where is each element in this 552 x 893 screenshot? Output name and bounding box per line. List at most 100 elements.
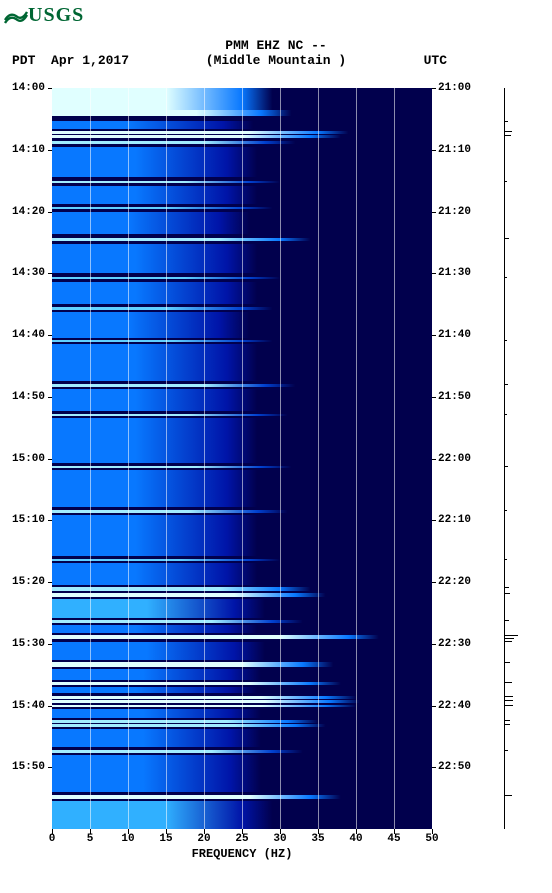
usgs-text: USGS xyxy=(28,4,84,27)
y-tick-mark-left xyxy=(48,397,52,398)
amp-event xyxy=(504,750,508,751)
y-tick-label-right: 22:10 xyxy=(438,514,471,526)
y-tick-label-right: 22:30 xyxy=(438,638,471,650)
y-tick-mark-right xyxy=(432,397,436,398)
x-tick-label: 25 xyxy=(235,833,248,845)
amp-event xyxy=(504,121,508,122)
amp-event xyxy=(504,238,509,239)
y-tick-label-left: 14:10 xyxy=(12,144,45,156)
amp-event xyxy=(504,696,513,697)
x-tick-label: 30 xyxy=(273,833,286,845)
y-tick-mark-left xyxy=(48,335,52,336)
usgs-logo: USGS xyxy=(4,4,84,27)
y-tick-mark-left xyxy=(48,767,52,768)
amp-event xyxy=(504,340,507,341)
amp-event xyxy=(504,181,507,182)
x-tick-label: 40 xyxy=(349,833,362,845)
y-tick-mark-right xyxy=(432,706,436,707)
amp-axis xyxy=(504,88,505,829)
amp-event xyxy=(504,638,514,639)
amp-event xyxy=(504,662,510,663)
y-tick-label-left: 15:40 xyxy=(12,700,45,712)
y-tick-label-right: 21:20 xyxy=(438,206,471,218)
y-tick-label-left: 15:10 xyxy=(12,514,45,526)
amp-event xyxy=(504,720,510,721)
y-tick-mark-left xyxy=(48,212,52,213)
y-tick-label-left: 14:20 xyxy=(12,206,45,218)
amp-event xyxy=(504,641,512,642)
y-tick-mark-left xyxy=(48,706,52,707)
y-tick-mark-left xyxy=(48,520,52,521)
y-tick-mark-right xyxy=(432,582,436,583)
amp-event xyxy=(504,466,508,467)
spectrogram-plot xyxy=(52,88,432,829)
y-tick-label-right: 21:00 xyxy=(438,82,471,94)
x-tick-label: 45 xyxy=(387,833,400,845)
date: Apr 1,2017 xyxy=(51,53,129,68)
amp-event xyxy=(504,635,518,636)
y-tick-label-left: 14:40 xyxy=(12,329,45,341)
tz-right: UTC xyxy=(424,53,447,68)
amp-event xyxy=(504,724,510,725)
gridline xyxy=(242,88,243,829)
y-tick-label-right: 22:40 xyxy=(438,700,471,712)
y-tick-label-right: 21:10 xyxy=(438,144,471,156)
x-tick-label: 5 xyxy=(87,833,94,845)
amp-event xyxy=(504,795,512,796)
gridline xyxy=(394,88,395,829)
y-tick-mark-right xyxy=(432,212,436,213)
y-tick-mark-left xyxy=(48,150,52,151)
y-tick-mark-left xyxy=(48,88,52,89)
gridline xyxy=(280,88,281,829)
y-tick-label-left: 15:50 xyxy=(12,761,45,773)
y-tick-label-left: 15:20 xyxy=(12,576,45,588)
x-tick-label: 50 xyxy=(425,833,438,845)
y-tick-mark-left xyxy=(48,273,52,274)
y-tick-label-left: 14:30 xyxy=(12,267,45,279)
amplitude-sidebar xyxy=(504,88,534,829)
x-axis-label: FREQUENCY (HZ) xyxy=(52,847,432,861)
y-tick-label-right: 22:50 xyxy=(438,761,471,773)
gridline xyxy=(128,88,129,829)
amp-event xyxy=(504,700,513,701)
y-tick-label-right: 21:40 xyxy=(438,329,471,341)
y-tick-mark-right xyxy=(432,88,436,89)
x-tick-label: 15 xyxy=(159,833,172,845)
y-tick-label-left: 14:00 xyxy=(12,82,45,94)
amp-event xyxy=(504,135,511,136)
y-tick-label-right: 22:20 xyxy=(438,576,471,588)
y-tick-mark-right xyxy=(432,459,436,460)
amp-event xyxy=(504,384,508,385)
tz-left: PDT xyxy=(12,53,35,68)
amp-event xyxy=(504,277,507,278)
x-tick-label: 0 xyxy=(49,833,56,845)
x-tick-label: 35 xyxy=(311,833,324,845)
amp-event xyxy=(504,620,509,621)
gridline xyxy=(204,88,205,829)
y-tick-label-right: 22:00 xyxy=(438,453,471,465)
y-tick-mark-right xyxy=(432,273,436,274)
y-tick-mark-right xyxy=(432,335,436,336)
y-tick-label-left: 14:50 xyxy=(12,391,45,403)
gridline xyxy=(356,88,357,829)
usgs-wave-icon xyxy=(4,7,28,25)
y-tick-mark-right xyxy=(432,644,436,645)
x-tick-label: 10 xyxy=(121,833,134,845)
y-tick-label-right: 21:50 xyxy=(438,391,471,403)
y-tick-mark-right xyxy=(432,767,436,768)
y-tick-mark-left xyxy=(48,644,52,645)
gridline xyxy=(318,88,319,829)
gridline xyxy=(90,88,91,829)
amp-event xyxy=(504,682,512,683)
header-left: PDT Apr 1,2017 xyxy=(12,53,129,68)
amp-event xyxy=(504,510,507,511)
y-tick-mark-right xyxy=(432,520,436,521)
y-tick-mark-left xyxy=(48,582,52,583)
amp-event xyxy=(504,705,513,706)
y-tick-mark-left xyxy=(48,459,52,460)
y-tick-mark-right xyxy=(432,150,436,151)
station-line: PMM EHZ NC -- xyxy=(0,38,552,53)
amp-event xyxy=(504,593,510,594)
amp-event xyxy=(504,587,509,588)
y-tick-label-left: 15:00 xyxy=(12,453,45,465)
